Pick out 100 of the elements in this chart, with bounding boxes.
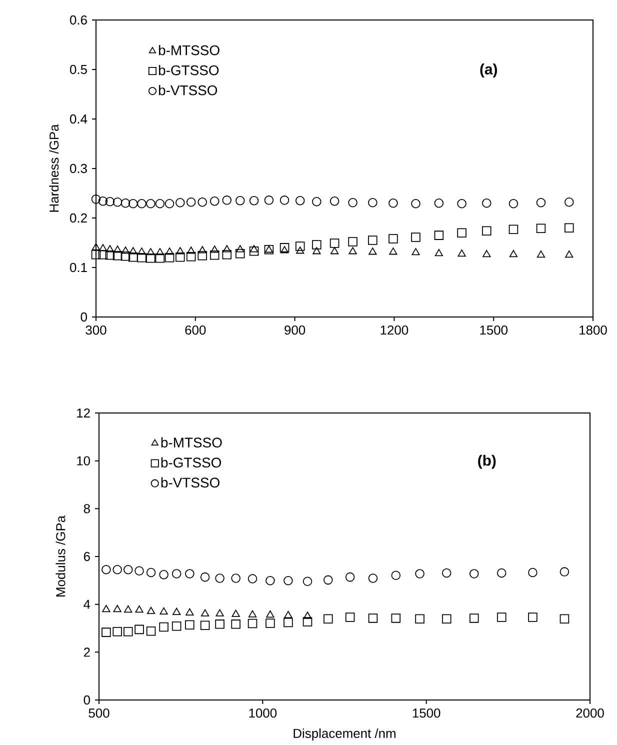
legend-label: b-VTSSO: [158, 85, 218, 96]
point: [146, 626, 156, 636]
point: [564, 223, 574, 233]
point: [113, 246, 122, 253]
point: [176, 252, 185, 262]
legend-label: b-MTSSO: [161, 437, 222, 448]
point: [146, 199, 156, 208]
legend-label: b-VTSSO: [161, 477, 220, 488]
point: [210, 196, 220, 206]
point: [560, 567, 570, 576]
point: [232, 610, 240, 617]
point: [312, 247, 321, 254]
point: [172, 569, 182, 578]
point: [536, 250, 546, 258]
point: [266, 576, 275, 586]
point: [112, 565, 122, 574]
point: [389, 248, 398, 255]
point: [528, 568, 538, 578]
point: [236, 245, 244, 252]
point: [210, 246, 219, 253]
point: [146, 568, 156, 578]
point: [128, 199, 138, 208]
point: [388, 198, 398, 208]
point: [284, 576, 293, 586]
point: [284, 618, 293, 628]
point: [324, 575, 333, 585]
point: [216, 609, 224, 616]
point: [198, 246, 206, 254]
point: [412, 248, 420, 256]
x-axis-title: Displacement /nm: [294, 728, 396, 741]
point: [113, 604, 122, 612]
point: [457, 228, 466, 238]
point: [120, 198, 130, 208]
point: [200, 572, 210, 582]
legend-label: b-GTSSO: [161, 457, 222, 468]
point: [415, 614, 424, 624]
point: [222, 196, 232, 205]
point: [164, 199, 174, 208]
point: [345, 612, 355, 622]
point: [134, 624, 144, 634]
y-tick-label: 6: [84, 552, 90, 562]
point: [312, 240, 322, 250]
point: [368, 236, 378, 245]
point: [165, 248, 174, 255]
point: [235, 196, 245, 206]
point: [106, 245, 114, 252]
y-tick-label: 4: [84, 600, 90, 609]
point: [442, 568, 452, 578]
x-tick-label: 1800: [580, 325, 607, 335]
point: [295, 242, 305, 251]
point: [124, 565, 133, 574]
point: [176, 247, 184, 254]
point: [98, 196, 108, 206]
point: [249, 196, 259, 206]
point: [248, 618, 258, 628]
point: [536, 224, 546, 234]
y-tick-label: 2: [84, 648, 90, 657]
point: [248, 574, 258, 584]
point: [508, 224, 518, 234]
point: [368, 248, 377, 255]
x-tick-label: 1200: [380, 325, 408, 335]
point: [155, 199, 165, 208]
y-tick-label: 0: [84, 695, 90, 705]
point: [348, 237, 358, 246]
point: [509, 250, 518, 258]
point: [186, 608, 194, 616]
y-axis-title: Hardness /GPa: [49, 124, 59, 212]
point: [98, 244, 108, 252]
x-tick-label: 1000: [249, 708, 277, 718]
point: [280, 246, 289, 254]
y-tick-label: 10: [77, 456, 90, 466]
x-tick-label: 2000: [576, 708, 604, 718]
point: [560, 614, 570, 624]
point: [345, 572, 355, 582]
point: [469, 569, 479, 578]
point: [112, 250, 122, 260]
x-tick-label: 300: [86, 325, 106, 335]
point: [186, 198, 196, 207]
point: [266, 618, 275, 628]
point: [137, 199, 146, 208]
point: [198, 198, 207, 207]
point: [105, 197, 115, 206]
y-tick-label: 12: [77, 408, 90, 418]
point: [302, 617, 312, 626]
point: [98, 250, 108, 260]
point: [198, 250, 207, 260]
point: [124, 605, 132, 613]
y-tick-label: 0.1: [70, 262, 87, 272]
point: [330, 247, 339, 254]
point: [296, 246, 304, 254]
point: [160, 607, 168, 615]
point: [415, 569, 424, 578]
y-tick-label: 0.3: [70, 164, 87, 174]
point: [187, 246, 196, 254]
point: [536, 198, 546, 208]
point: [215, 574, 224, 583]
y-tick-label: 0: [80, 312, 87, 322]
legend-label: b-GTSSO: [158, 64, 219, 76]
y-tick-label: 8: [84, 504, 90, 514]
point: [330, 238, 340, 248]
